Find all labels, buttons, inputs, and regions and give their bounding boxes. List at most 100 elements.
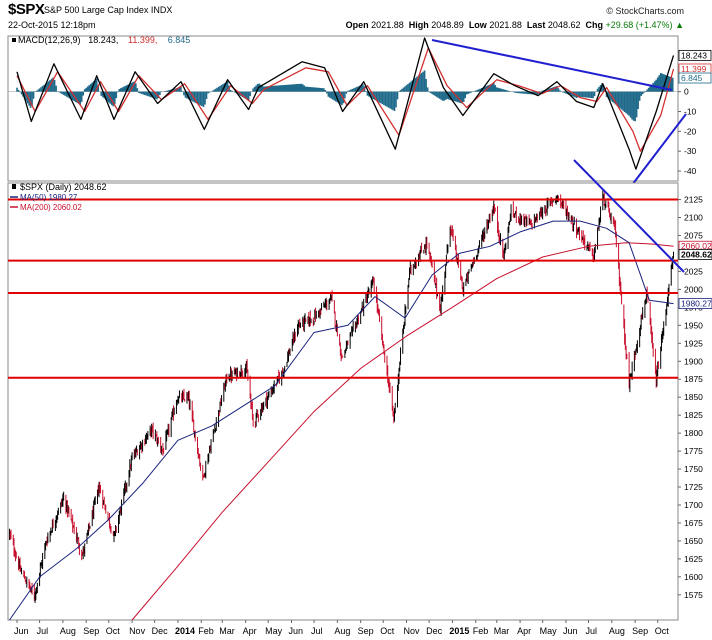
date-tick-label: Jun [14,626,29,636]
macd-value-label: 11.399 [681,64,707,74]
chart-header: $SPX S&P 500 Large Cap Index INDX 22-Oct… [0,0,712,34]
macd-legend-item: 18.243, [88,35,118,45]
date-tick-label: Aug [609,626,625,636]
macd-legend-item: MACD(12,26,9) [18,35,81,45]
date-tick-label: Dec [152,626,169,636]
price-tick-label: 1850 [684,392,703,402]
date-tick-label: Aug [334,626,350,636]
macd-trendline-up [631,113,687,186]
price-legend-item: MA(200) 2060.02 [20,203,82,212]
date-tick-label: May [540,626,558,636]
price-tick-label: 1775 [684,446,703,456]
macd-legend-item: 11.399, [128,35,157,45]
price-tick-label: 1650 [684,536,703,546]
last-label: Last [526,20,546,30]
date-tick-label: Mar [494,626,510,636]
macd-tick-label: 0 [684,87,689,97]
price-tick-label: 2125 [684,195,703,205]
date-tick-label: Jul [37,626,49,636]
price-frame [7,182,679,621]
date-tick-label: Nov [129,626,146,636]
date-tick-label: Sep [358,626,374,636]
price-tick-label: 2000 [684,284,703,294]
price-value-label: 2048.62 [681,249,712,259]
price-tick-label: 2075 [684,230,703,240]
up-arrow-icon: ▲ [675,20,684,30]
price-tick-label: 1750 [684,464,703,474]
price-value-tag [678,298,712,309]
chg-label: Chg [585,20,603,30]
ma200-line [131,242,674,621]
brand-label[interactable]: © StockCharts.com [606,6,684,16]
macd-legend-item: 6.845 [168,35,191,45]
date-tick-label: May [265,626,283,636]
date-tick-label: Sep [83,626,99,636]
macd-trendline-down [431,39,673,91]
macd-value-label: 6.845 [681,73,703,83]
date-axis: Jun Jul Aug Sep Oct Nov Dec 2014 Feb Mar Apr May Jun… [14,620,669,636]
price-tick-label: 1600 [684,572,703,582]
date-tick-label: Jun [288,626,303,636]
signal-line [16,47,675,152]
legend-swatch [12,184,16,189]
date-tick-label: Aug [60,626,76,636]
security-name: S&P 500 Large Cap Index INDX [44,5,173,15]
price-tick-label: 1825 [684,410,703,420]
date-tick-label: Oct [380,626,395,636]
price-bars [9,190,674,603]
date-tick-label: 2014 [175,626,195,636]
chart-date: 22-Oct-2015 12:18pm [8,20,96,30]
date-tick-label: Apr [517,626,531,636]
ma50-line [9,220,674,621]
price-tick-label: 1950 [684,320,703,330]
price-tick-label: 1675 [684,518,703,528]
price-tick-label: 1800 [684,428,703,438]
price-value-tag [678,249,712,260]
macd-value-tag [678,49,712,61]
last-value: 2048.62 [547,20,581,30]
price-tick-label: 1625 [684,554,703,564]
open-label: Open [345,20,369,30]
date-tick-label: 2015 [449,626,469,636]
macd-tick-label: -20 [684,126,697,136]
macd-value-label: 18.243 [681,50,707,60]
price-tick-label: 1575 [684,590,703,600]
date-tick-label: Sep [632,626,648,636]
macd-value-tag [678,72,712,84]
price-panel: 2125210020752050202520001975195019251900… [7,159,712,621]
date-tick-label: Dec [426,626,443,636]
chg-value: +29.68 (+1.47%) [605,20,673,30]
macd-tick-label: -10 [684,106,697,116]
macd-tick-label: -40 [684,166,697,176]
macd-line [16,37,675,170]
price-tick-label: 1700 [684,500,703,510]
low-label: Low [468,20,487,30]
high-value: 2048.89 [431,20,464,30]
legend-swatch [12,38,16,42]
date-tick-label: Oct [655,626,670,636]
price-legend-item: $SPX (Daily) 2048.62 [20,182,107,192]
symbol-label: $SPX [8,1,45,18]
price-tick-label: 1725 [684,482,703,492]
date-tick-label: Feb [198,626,214,636]
price-tick-label: 2100 [684,213,703,223]
price-tick-label: 2025 [684,266,703,276]
quote-strip: Open 2021.88 High 2048.89 Low 2021.88 La… [346,20,684,30]
price-tick-label: 1875 [684,374,703,384]
low-value: 2021.88 [489,20,522,30]
date-tick-label: Nov [404,626,421,636]
price-value-label: 1980.27 [681,299,712,309]
price-tick-label: 1925 [684,338,703,348]
date-tick-label: Feb [473,626,489,636]
date-tick-label: Apr [243,626,257,636]
price-trendline-down [573,159,685,273]
date-tick-label: Jul [311,626,323,636]
date-tick-label: Jun [563,626,578,636]
open-value: 2021.88 [371,20,404,30]
macd-tick-label: -30 [684,146,697,156]
date-tick-label: Oct [106,626,121,636]
date-tick-label: Mar [219,626,235,636]
price-value-label: 2060.02 [681,241,712,251]
macd-frame [7,35,679,182]
